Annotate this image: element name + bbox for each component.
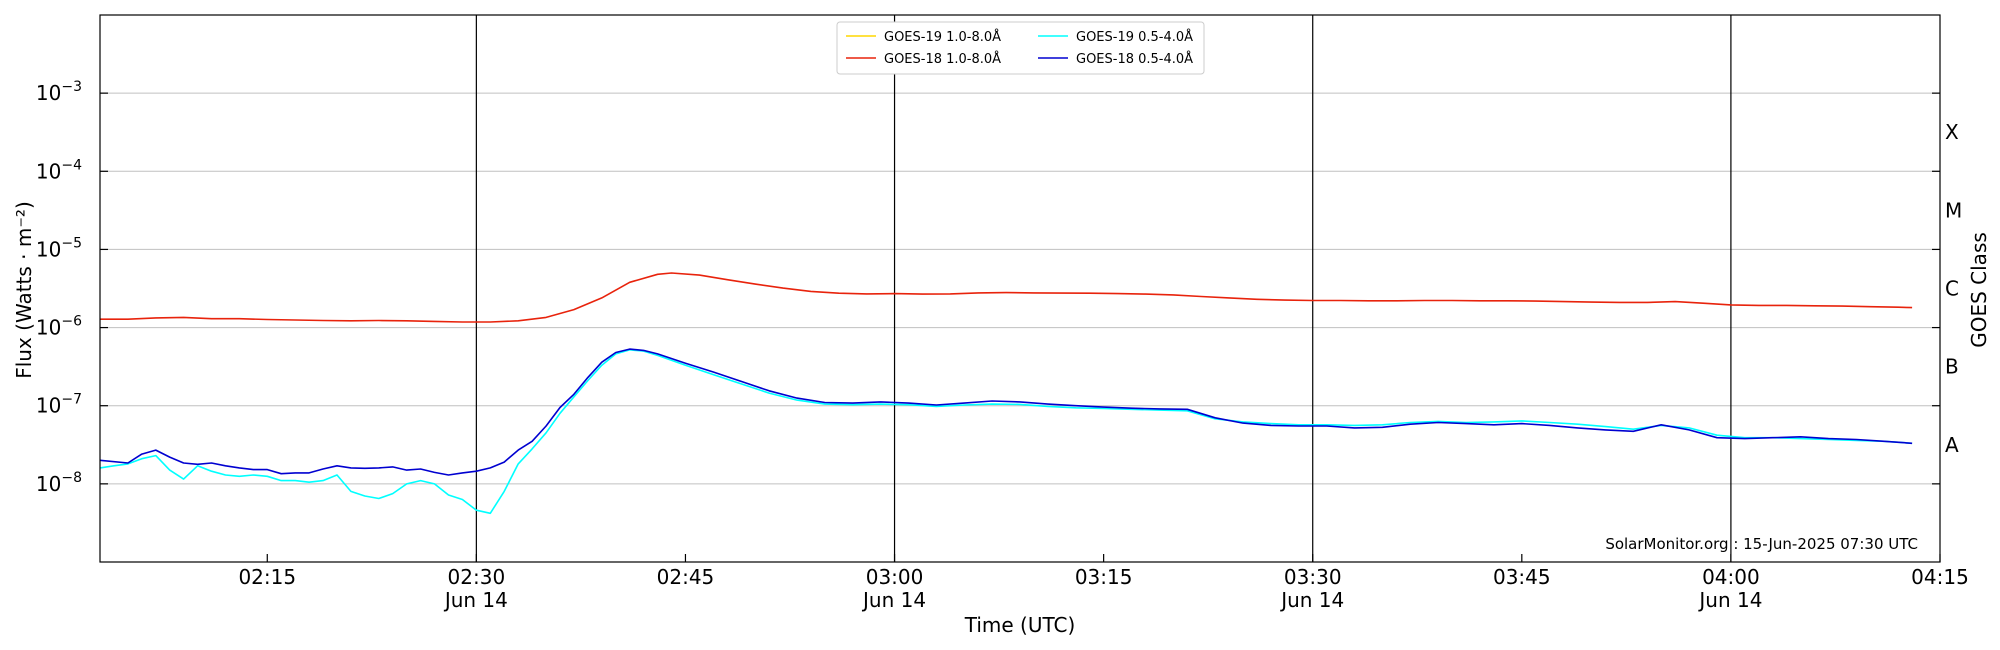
xtick-label-1: 02:30 (448, 565, 506, 589)
series-line-goes-19-0-5-4-0- (99, 349, 1913, 515)
xtick-label-5: 03:30 (1284, 565, 1342, 589)
ytick-label-0: 10−8 (36, 470, 82, 496)
goes-class-m: M (1945, 198, 1962, 222)
xtick-sublabel-1: Jun 14 (443, 588, 508, 612)
series-line-goes-18-0-5-4-0- (99, 348, 1913, 476)
xtick-label-2: 02:45 (657, 565, 715, 589)
series-line-goes-18-1-0-8-0- (100, 272, 1913, 323)
goes-class-labels: A B C M X (1945, 120, 1962, 457)
plot-frame (99, 14, 1941, 563)
goes-class-a: A (1945, 433, 1959, 457)
xtick-label-3: 03:00 (866, 565, 924, 589)
xtick-sublabel-7: Jun 14 (1697, 588, 1762, 612)
goes-class-b: B (1945, 355, 1959, 379)
goes-class-c: C (1945, 277, 1959, 301)
ytick-label-3: 10−5 (36, 235, 82, 261)
series-lines (99, 272, 1913, 515)
xtick-sublabel-3: Jun 14 (861, 588, 926, 612)
legend-box (836, 21, 1205, 75)
y-axis-ticks: 10−8 10−7 10−6 10−5 10−4 10−3 (36, 79, 1940, 496)
ytick-label-1: 10−7 (36, 392, 82, 418)
legend-entry-0: GOES-19 1.0-8.0Å (884, 29, 1001, 45)
legend-entry-2: GOES-19 0.5-4.0Å (1076, 29, 1193, 45)
legend: GOES-19 1.0-8.0Å GOES-18 1.0-8.0Å GOES-19 … (836, 21, 1205, 75)
xtick-label-4: 03:15 (1075, 565, 1133, 589)
xtick-label-6: 03:45 (1493, 565, 1551, 589)
right-axis-label: GOES Class (1967, 232, 1991, 348)
xtick-label-0: 02:15 (238, 565, 296, 589)
y-axis-label: Flux (Watts · m⁻²) (12, 201, 36, 379)
xtick-label-7: 04:00 (1702, 565, 1760, 589)
ytick-label-4: 10−4 (36, 157, 82, 183)
credit-text: SolarMonitor.org : 15-Jun-2025 07:30 UTC (1605, 535, 1918, 553)
x-axis-label: Time (UTC) (964, 613, 1076, 637)
goes-class-x: X (1945, 120, 1959, 144)
legend-entry-1: GOES-18 1.0-8.0Å (884, 51, 1001, 67)
ytick-label-5: 10−3 (36, 79, 82, 105)
legend-entry-3: GOES-18 0.5-4.0Å (1076, 51, 1193, 67)
xtick-label-8: 04:15 (1911, 565, 1969, 589)
ytick-label-2: 10−6 (36, 314, 82, 340)
xtick-sublabel-5: Jun 14 (1279, 588, 1344, 612)
